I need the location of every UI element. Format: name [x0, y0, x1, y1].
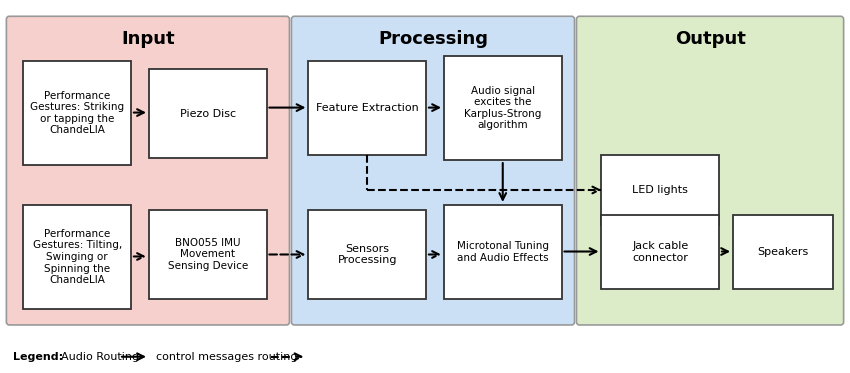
Text: Legend:: Legend: — [14, 352, 64, 362]
FancyBboxPatch shape — [292, 16, 575, 325]
Text: Performance
Gestures: Striking
or tapping the
ChandeLIA: Performance Gestures: Striking or tappin… — [30, 91, 124, 135]
Text: Output: Output — [675, 30, 745, 48]
Text: control messages routing: control messages routing — [156, 352, 298, 362]
FancyBboxPatch shape — [6, 16, 290, 325]
FancyBboxPatch shape — [576, 16, 844, 325]
Text: Performance
Gestures: Tilting,
Swinging or
Spinning the
ChandeLIA: Performance Gestures: Tilting, Swinging … — [32, 229, 122, 285]
Text: Audio signal
excites the
Karplus-Strong
algorithm: Audio signal excites the Karplus-Strong … — [464, 86, 541, 131]
Text: Sensors
Processing: Sensors Processing — [337, 244, 397, 265]
FancyBboxPatch shape — [149, 69, 267, 158]
FancyBboxPatch shape — [309, 210, 426, 299]
FancyBboxPatch shape — [23, 61, 131, 165]
Text: Processing: Processing — [378, 30, 488, 48]
Text: Feature Extraction: Feature Extraction — [316, 103, 418, 113]
FancyBboxPatch shape — [733, 215, 833, 289]
Text: BNO055 IMU
Movement
Sensing Device: BNO055 IMU Movement Sensing Device — [167, 238, 248, 271]
Text: Microtonal Tuning
and Audio Effects: Microtonal Tuning and Audio Effects — [456, 241, 549, 263]
FancyBboxPatch shape — [602, 215, 719, 289]
Text: Speakers: Speakers — [757, 247, 808, 257]
Text: Piezo Disc: Piezo Disc — [179, 109, 235, 119]
FancyBboxPatch shape — [602, 155, 719, 225]
Text: Input: Input — [121, 30, 175, 48]
Text: LED lights: LED lights — [632, 185, 688, 195]
FancyBboxPatch shape — [309, 61, 426, 155]
Text: Audio Routing: Audio Routing — [61, 352, 139, 362]
FancyBboxPatch shape — [23, 205, 131, 309]
FancyBboxPatch shape — [444, 56, 562, 160]
Text: Jack cable
connector: Jack cable connector — [632, 241, 688, 263]
FancyBboxPatch shape — [149, 210, 267, 299]
FancyBboxPatch shape — [444, 205, 562, 299]
